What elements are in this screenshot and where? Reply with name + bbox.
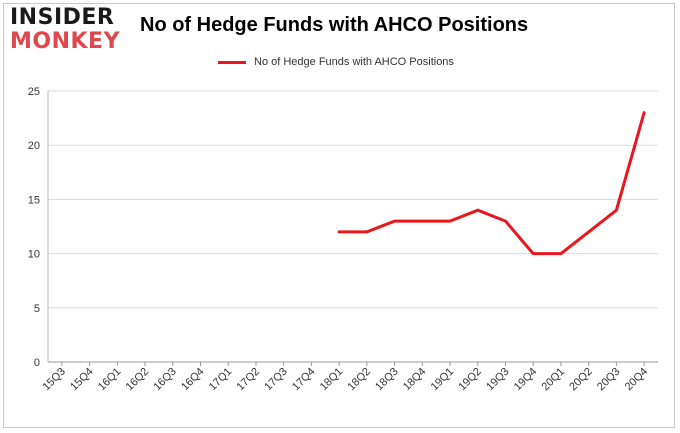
chart-title: No of Hedge Funds with AHCO Positions bbox=[140, 14, 529, 36]
chart-frame bbox=[3, 3, 675, 428]
x-tick-label: 20Q2 bbox=[567, 366, 595, 394]
x-tick-label: 15Q3 bbox=[40, 366, 68, 394]
y-tick-label: 5 bbox=[34, 303, 40, 315]
x-tick-label: 18Q3 bbox=[373, 366, 401, 394]
x-tick-label: 18Q1 bbox=[318, 366, 346, 394]
x-tick-label: 20Q1 bbox=[540, 366, 568, 394]
x-tick-label: 16Q2 bbox=[124, 366, 152, 394]
x-tick-label: 19Q3 bbox=[484, 366, 512, 394]
x-tick-label: 20Q4 bbox=[623, 366, 651, 394]
x-tick-label: 19Q2 bbox=[456, 366, 484, 394]
legend-label: No of Hedge Funds with AHCO Positions bbox=[254, 56, 454, 68]
x-tick-label: 18Q2 bbox=[345, 366, 373, 394]
x-tick-label: 17Q2 bbox=[235, 366, 263, 394]
insider-monkey-logo: INSIDER MONKEY bbox=[10, 6, 128, 54]
y-tick-label: 0 bbox=[34, 357, 40, 369]
y-tick-label: 20 bbox=[28, 140, 40, 152]
x-tick-label: 16Q1 bbox=[96, 366, 124, 394]
y-tick-label: 25 bbox=[28, 86, 40, 98]
x-tick-label: 19Q1 bbox=[429, 366, 457, 394]
x-tick-label: 20Q3 bbox=[595, 366, 623, 394]
logo-line-2: MONKEY bbox=[10, 29, 121, 54]
legend-swatch bbox=[218, 60, 246, 64]
x-tick-label: 17Q1 bbox=[207, 366, 235, 394]
chart-legend: No of Hedge Funds with AHCO Positions bbox=[218, 54, 454, 70]
x-tick-label: 18Q4 bbox=[401, 366, 429, 394]
y-tick-label: 15 bbox=[28, 194, 40, 206]
series-line-0 bbox=[337, 111, 646, 256]
y-tick-label: 10 bbox=[28, 249, 40, 261]
x-tick-label: 16Q4 bbox=[179, 366, 207, 394]
x-tick-label: 17Q3 bbox=[262, 366, 290, 394]
x-tick-label: 16Q3 bbox=[151, 366, 179, 394]
x-tick-label: 19Q4 bbox=[512, 366, 540, 394]
x-tick-label: 17Q4 bbox=[290, 366, 318, 394]
logo-line-1: INSIDER bbox=[10, 5, 115, 30]
x-tick-label: 15Q4 bbox=[68, 366, 96, 394]
